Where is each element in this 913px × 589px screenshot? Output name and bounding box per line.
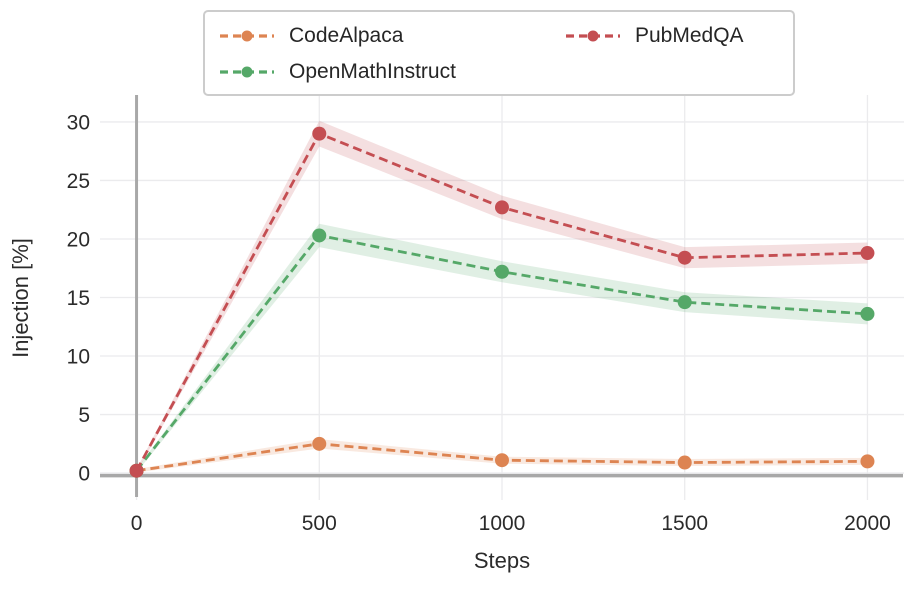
y-tick-label: 5 xyxy=(78,404,90,427)
legend-label: PubMedQA xyxy=(635,24,744,47)
legend-line-marker-icon xyxy=(220,30,274,42)
data-point-marker-codealpaca xyxy=(312,436,327,451)
y-tick-label: 10 xyxy=(67,346,90,369)
series-layer xyxy=(129,126,875,478)
legend: CodeAlpaca OpenMathInstruct PubMedQA xyxy=(203,10,795,96)
legend-label: CodeAlpaca xyxy=(289,24,404,47)
data-point-marker-pubmedqa xyxy=(129,463,144,478)
data-point-marker-pubmedqa xyxy=(860,246,875,261)
data-point-marker-pubmedqa xyxy=(677,250,692,265)
data-point-marker-openmathinstruct xyxy=(312,228,327,243)
y-tick-label: 25 xyxy=(67,170,90,193)
data-point-marker-codealpaca xyxy=(495,453,509,468)
x-tick-label: 1500 xyxy=(661,512,708,535)
data-point-marker-codealpaca xyxy=(860,454,875,469)
data-point-marker-pubmedqa xyxy=(495,200,509,215)
data-point-marker-codealpaca xyxy=(677,455,692,470)
y-tick-label: 15 xyxy=(67,287,90,310)
legend-item-pubmedqa: PubMedQA xyxy=(565,24,744,48)
x-tick-label: 2000 xyxy=(844,512,891,535)
y-tick-label: 30 xyxy=(67,111,90,134)
y-tick-label: 20 xyxy=(67,228,90,251)
legend-label: OpenMathInstruct xyxy=(289,60,456,83)
x-tick-label: 0 xyxy=(131,512,143,535)
x-axis-label: Steps xyxy=(474,548,530,573)
legend-line-marker-icon xyxy=(566,30,620,42)
x-tick-label: 1000 xyxy=(479,512,526,535)
y-tick-label: 0 xyxy=(78,463,90,486)
legend-item-openmathinstruct: OpenMathInstruct xyxy=(219,60,456,84)
y-axis-label: Injection [%] xyxy=(8,238,33,358)
data-point-marker-openmathinstruct xyxy=(495,264,509,279)
zero-axes-layer xyxy=(100,95,903,497)
legend-item-codealpaca: CodeAlpaca xyxy=(219,24,403,48)
tick-label-layer: 0 5 10 15 20 25 30 0 500 1000 1500 2000 xyxy=(67,111,891,535)
legend-line-marker-icon xyxy=(220,66,274,78)
data-point-marker-openmathinstruct xyxy=(860,306,875,321)
data-point-marker-openmathinstruct xyxy=(677,295,692,310)
data-point-marker-pubmedqa xyxy=(312,126,327,141)
grid-layer xyxy=(100,95,904,500)
x-tick-label: 500 xyxy=(302,512,337,535)
